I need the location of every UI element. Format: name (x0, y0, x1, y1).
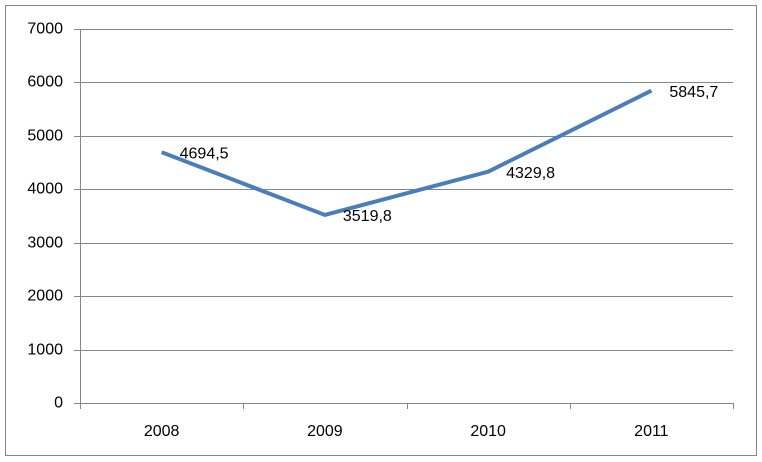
x-tick-label: 2011 (634, 423, 669, 440)
y-tick-label: 6000 (27, 74, 63, 91)
y-tick-label: 1000 (27, 342, 63, 359)
data-label: 4694,5 (180, 145, 229, 162)
data-line (160, 88, 653, 217)
y-tick-label: 0 (54, 395, 63, 412)
x-tick-label: 2010 (470, 423, 506, 440)
data-label: 3519,8 (343, 208, 392, 225)
y-tick-label: 4000 (27, 181, 63, 198)
y-tick-label: 3000 (27, 235, 63, 252)
y-tick-label: 7000 (27, 21, 63, 38)
y-tick-label: 5000 (27, 128, 63, 145)
x-tick-label: 2009 (307, 423, 343, 440)
y-tick-label: 2000 (27, 288, 63, 305)
x-tick-label: 2008 (144, 423, 180, 440)
data-label: 5845,7 (669, 84, 718, 101)
chart-border (5, 5, 757, 456)
data-label: 4329,8 (506, 165, 555, 182)
